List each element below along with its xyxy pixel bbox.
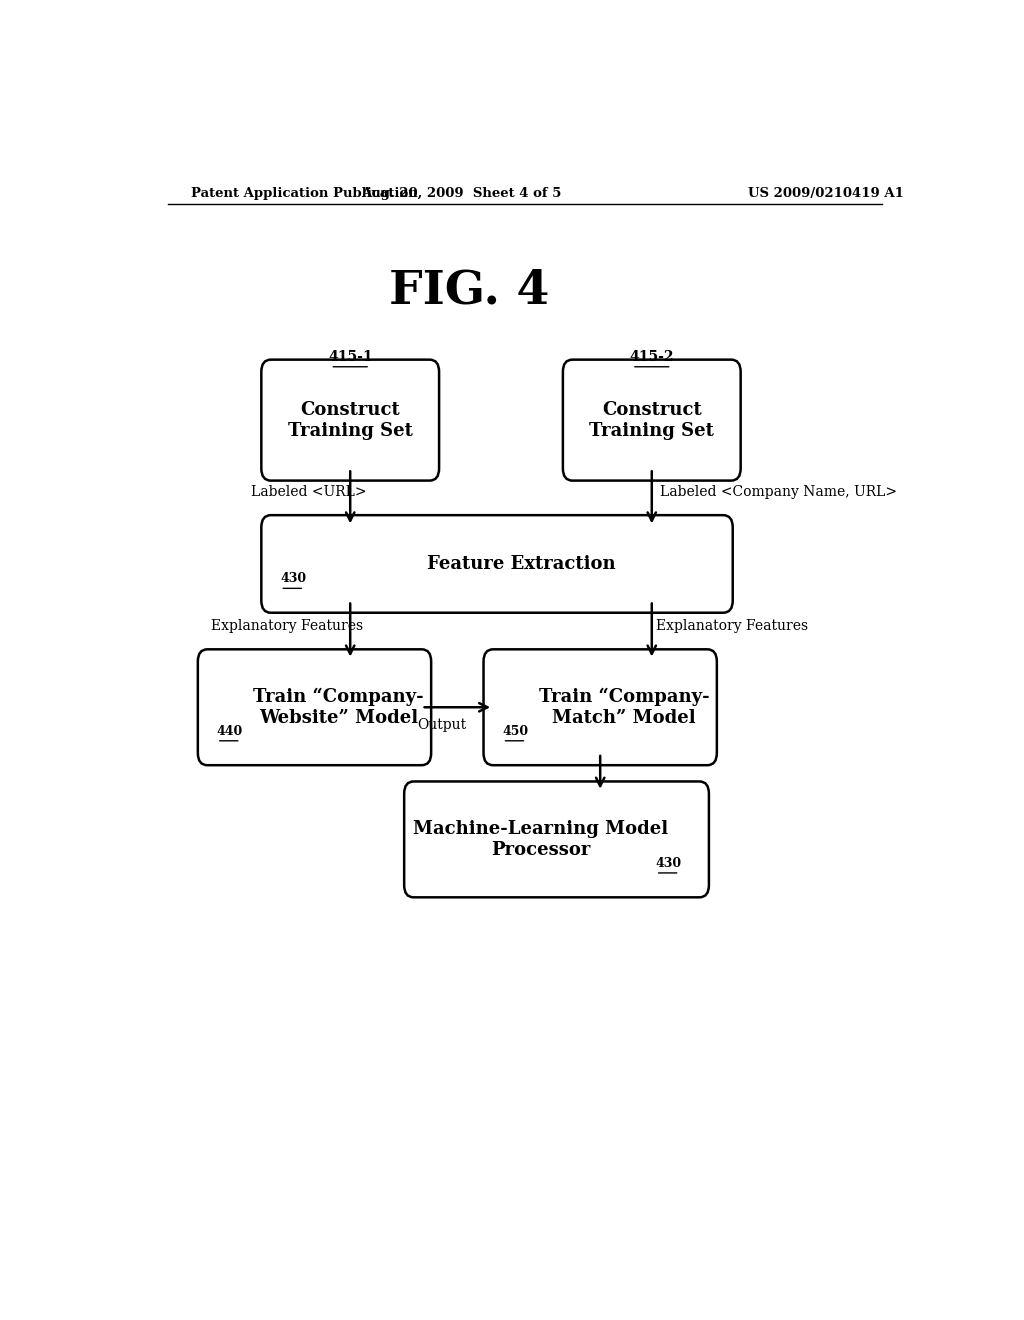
FancyBboxPatch shape — [198, 649, 431, 766]
Text: 400: 400 — [346, 364, 378, 379]
Text: 430: 430 — [655, 857, 682, 870]
Text: Labeled <Company Name, URL>: Labeled <Company Name, URL> — [659, 484, 897, 499]
Text: Feature Extraction: Feature Extraction — [427, 554, 615, 573]
Text: 415-2: 415-2 — [630, 350, 674, 364]
Text: Train “Company-
Website” Model: Train “Company- Website” Model — [253, 688, 424, 727]
Text: 415-1: 415-1 — [328, 350, 373, 364]
Text: Labeled <URL>: Labeled <URL> — [251, 484, 367, 499]
Text: Patent Application Publication: Patent Application Publication — [191, 187, 418, 201]
Text: Output: Output — [417, 718, 466, 733]
Text: Explanatory Features: Explanatory Features — [211, 619, 364, 634]
Text: Aug. 20, 2009  Sheet 4 of 5: Aug. 20, 2009 Sheet 4 of 5 — [361, 187, 561, 201]
Text: Construct
Training Set: Construct Training Set — [590, 401, 714, 440]
Text: Machine-Learning Model
Processor: Machine-Learning Model Processor — [413, 820, 669, 859]
Text: Train “Company-
Match” Model: Train “Company- Match” Model — [539, 688, 710, 727]
Text: 450: 450 — [503, 725, 528, 738]
FancyBboxPatch shape — [261, 515, 733, 612]
Text: Construct
Training Set: Construct Training Set — [288, 401, 413, 440]
Text: 440: 440 — [217, 725, 243, 738]
Text: FIG. 4: FIG. 4 — [389, 268, 550, 314]
FancyBboxPatch shape — [563, 359, 740, 480]
FancyBboxPatch shape — [404, 781, 709, 898]
Text: Explanatory Features: Explanatory Features — [655, 619, 808, 634]
FancyBboxPatch shape — [261, 359, 439, 480]
Text: US 2009/0210419 A1: US 2009/0210419 A1 — [749, 187, 904, 201]
FancyBboxPatch shape — [483, 649, 717, 766]
Text: 430: 430 — [281, 573, 306, 585]
